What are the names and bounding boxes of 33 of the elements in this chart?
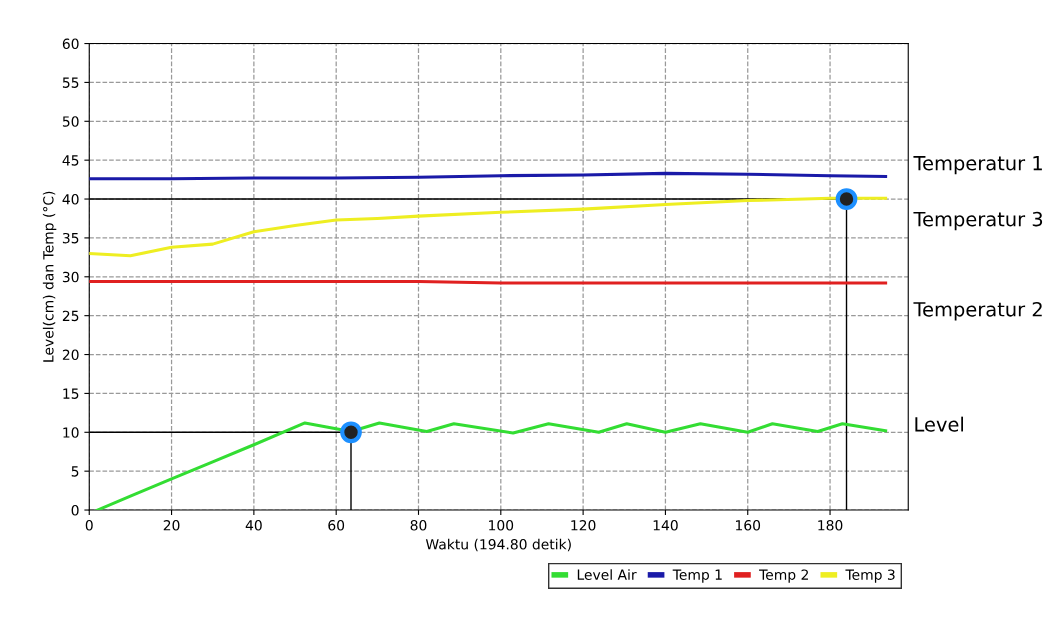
y-tick-label: 15 xyxy=(63,388,79,399)
y-tick-label: 45 xyxy=(62,155,79,166)
x-axis-title: Waktu (194.80 detik) xyxy=(425,538,571,552)
legend-label: Temp 2 xyxy=(759,569,808,583)
y-axis-title: Level(cm) dan Temp (°C) xyxy=(42,191,57,362)
x-tick-label: 20 xyxy=(163,520,180,531)
legend-label: Temp 3 xyxy=(845,569,895,583)
x-tick-label: 160 xyxy=(736,520,761,531)
y-tick-label: 60 xyxy=(62,38,79,50)
y-tick-label: 40 xyxy=(62,194,79,205)
x-tick-label: 60 xyxy=(328,520,345,531)
y-tick-label: 10 xyxy=(63,427,79,438)
y-tick-label: 55 xyxy=(62,77,79,88)
text: Level xyxy=(915,416,963,432)
text: Temperatur 3 xyxy=(913,211,1043,231)
legend-label: Level Air xyxy=(577,569,637,580)
x-tick-label: 140 xyxy=(653,520,678,531)
x-tick-label: 120 xyxy=(571,520,596,531)
y-tick-label: 20 xyxy=(62,349,79,361)
y-tick-label: 5 xyxy=(71,466,79,477)
x-tick-label: 0 xyxy=(85,520,93,531)
legend-label: Temp 1 xyxy=(672,569,722,583)
x-tick-label: 80 xyxy=(410,520,427,531)
x-tick-label: 100 xyxy=(489,520,514,531)
y-tick-label: 50 xyxy=(62,116,79,127)
y-tick-label: 0 xyxy=(71,505,79,516)
text: Temperatur 1 xyxy=(913,156,1042,175)
y-tick-label: 35 xyxy=(62,232,79,244)
text: Temperatur 2 xyxy=(913,301,1042,321)
x-tick-label: 40 xyxy=(245,520,262,531)
x-tick-label: 180 xyxy=(818,520,843,531)
y-tick-label: 30 xyxy=(62,271,79,283)
y-tick-label: 25 xyxy=(62,310,79,322)
